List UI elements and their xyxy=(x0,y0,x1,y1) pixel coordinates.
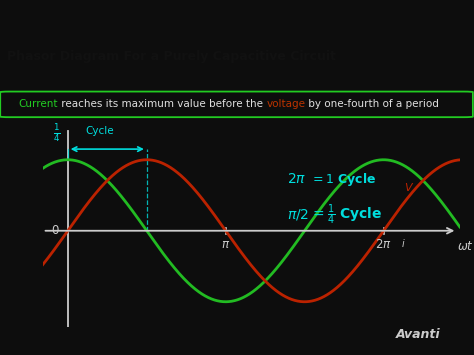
Text: $\frac{1}{4}$: $\frac{1}{4}$ xyxy=(53,122,61,144)
Text: $2\pi$: $2\pi$ xyxy=(287,172,306,186)
Text: 0: 0 xyxy=(51,224,59,237)
Text: Avanti: Avanti xyxy=(396,328,441,341)
Text: $\pi$: $\pi$ xyxy=(221,238,230,251)
Text: by one-fourth of a period: by one-fourth of a period xyxy=(305,99,439,109)
Text: $2\pi$: $2\pi$ xyxy=(375,238,392,251)
Text: V: V xyxy=(404,183,412,193)
Text: $\pi/2$: $\pi/2$ xyxy=(287,207,309,222)
Text: Phasor Diagram For a Purely Capacitive Circuit: Phasor Diagram For a Purely Capacitive C… xyxy=(7,50,336,63)
Text: voltage: voltage xyxy=(266,99,305,109)
Text: Current: Current xyxy=(18,99,58,109)
Text: Cycle: Cycle xyxy=(85,126,114,136)
Text: i: i xyxy=(401,239,404,249)
Text: $=\frac{1}{4}\ \mathbf{Cycle}$: $=\frac{1}{4}\ \mathbf{Cycle}$ xyxy=(310,203,383,227)
Text: reaches its maximum value before the: reaches its maximum value before the xyxy=(58,99,266,109)
Text: $= 1\ \mathbf{Cycle}$: $= 1\ \mathbf{Cycle}$ xyxy=(310,171,377,188)
Text: $\omega t$: $\omega t$ xyxy=(457,240,474,253)
